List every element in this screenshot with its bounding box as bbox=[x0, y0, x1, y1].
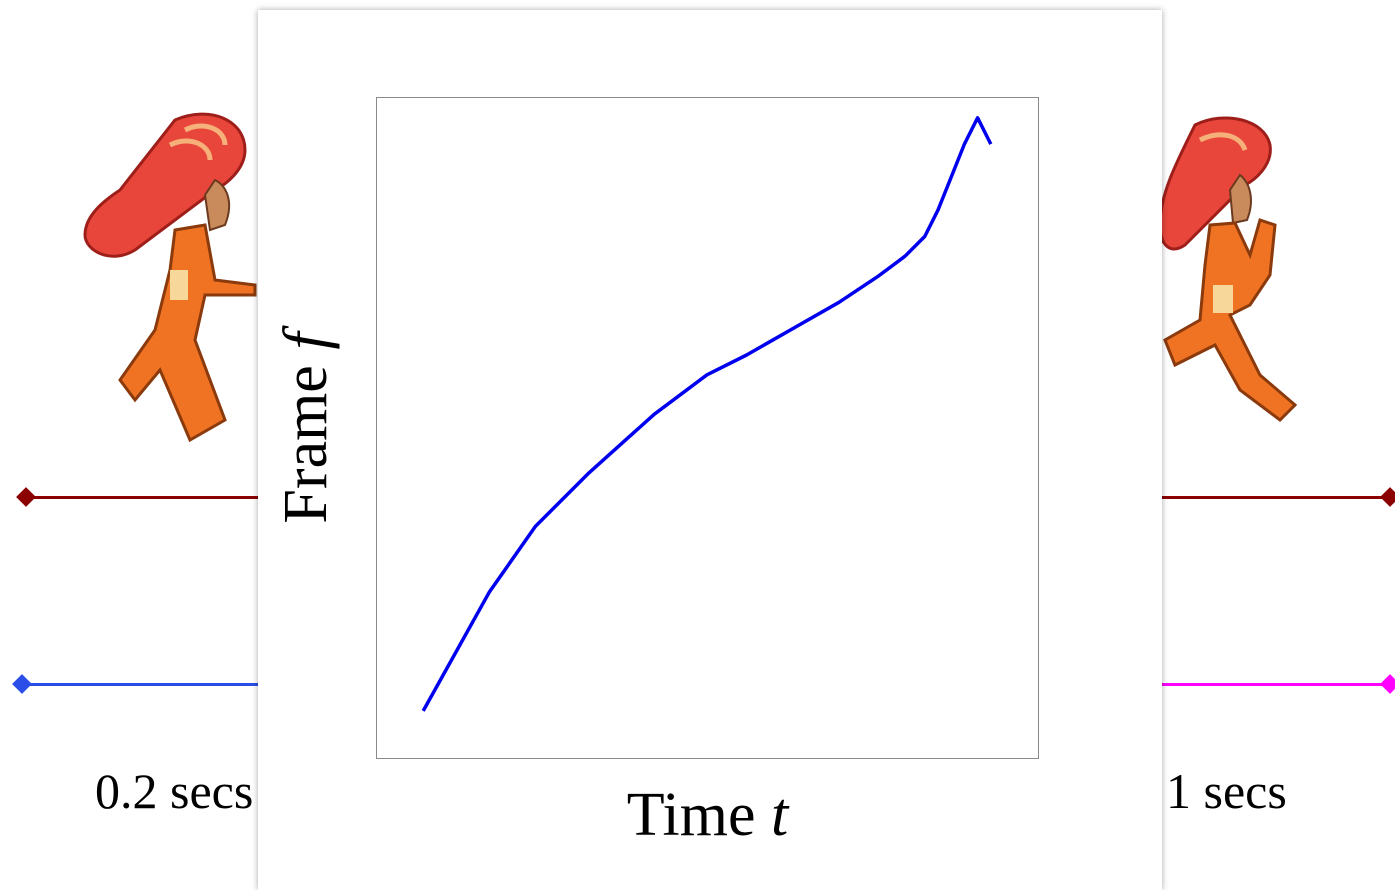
x-axis-label: Time t bbox=[376, 780, 1039, 851]
y-axis-variable: f bbox=[272, 332, 340, 350]
y-axis-label: Frame f bbox=[266, 228, 346, 628]
bottom-timeline-left bbox=[25, 683, 265, 686]
running-girl-icon bbox=[83, 112, 257, 443]
top-timeline-right-handle[interactable] bbox=[1380, 487, 1395, 507]
right-duration-label: 1 secs bbox=[1166, 763, 1287, 819]
x-axis-variable: t bbox=[770, 781, 789, 849]
y-axis-label-text: Frame bbox=[272, 365, 340, 524]
bottom-timeline-left-handle[interactable] bbox=[12, 674, 32, 694]
series-line-0 bbox=[421, 116, 993, 712]
bottom-timeline-right bbox=[1160, 683, 1390, 686]
plot-area bbox=[376, 97, 1039, 759]
top-timeline-left bbox=[25, 496, 265, 499]
left-duration-label: 0.2 secs bbox=[95, 763, 254, 819]
chart-popup: Time t Frame f bbox=[258, 10, 1162, 890]
top-timeline-left-handle[interactable] bbox=[16, 487, 36, 507]
top-timeline-right bbox=[1160, 496, 1390, 499]
x-axis-label-text: Time bbox=[626, 781, 756, 849]
bottom-timeline-right-handle[interactable] bbox=[1380, 674, 1395, 694]
plot-canvas bbox=[421, 116, 993, 712]
running-girl-icon-right bbox=[1158, 116, 1298, 422]
